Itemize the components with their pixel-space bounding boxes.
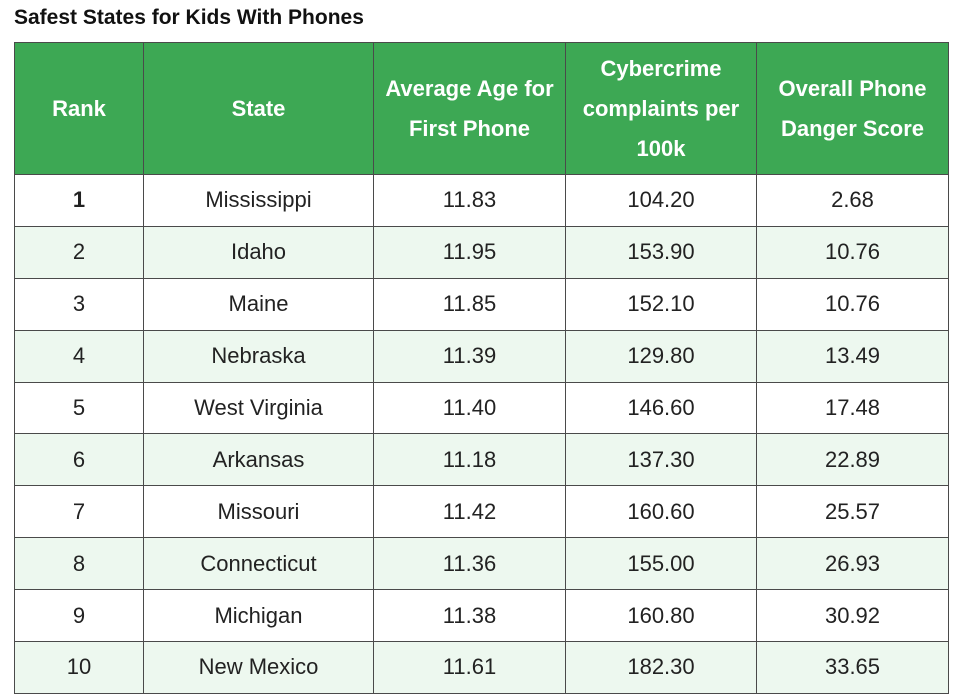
- table-cell: Missouri: [143, 485, 374, 539]
- table-title: Safest States for Kids With Phones: [14, 6, 364, 29]
- header-row: Rank State Average Age for First Phone Cybe…: [14, 42, 949, 175]
- table-cell: 33.65: [756, 641, 949, 694]
- table-body: 1 Mississippi 11.83 104.20 2.68 2 Idaho 11.95 15…: [14, 174, 949, 694]
- table-row: 4 Nebraska 11.39 129.80 13.49: [14, 329, 949, 383]
- table-cell: 155.00: [565, 537, 757, 591]
- table-cell: 1: [14, 174, 144, 227]
- table-cell: 13.49: [756, 329, 949, 383]
- table-cell: 3: [14, 277, 144, 331]
- table-cell: New Mexico: [143, 641, 374, 694]
- table-cell: 104.20: [565, 174, 757, 227]
- table-row: 6 Arkansas 11.18 137.30 22.89: [14, 433, 949, 487]
- table-cell: 129.80: [565, 329, 757, 383]
- table-row: 5 West Virginia 11.40 146.60 17.48: [14, 381, 949, 435]
- table-row: 8 Connecticut 11.36 155.00 26.93: [14, 537, 949, 591]
- table-cell: Nebraska: [143, 329, 374, 383]
- header-cell: Cybercrime complaints per 100k: [565, 42, 757, 175]
- header-cell: Overall Phone Danger Score: [756, 42, 949, 175]
- table-row: 7 Missouri 11.42 160.60 25.57: [14, 485, 949, 539]
- data-table: Rank State Average Age for First Phone Cybe…: [14, 42, 949, 694]
- table-cell: 30.92: [756, 589, 949, 643]
- table-cell: 11.83: [373, 174, 566, 227]
- table-cell: 10: [14, 641, 144, 694]
- table-cell: 26.93: [756, 537, 949, 591]
- table-cell: 146.60: [565, 381, 757, 435]
- header-cell: Average Age for First Phone: [373, 42, 566, 175]
- table-cell: 137.30: [565, 433, 757, 487]
- table-row: 2 Idaho 11.95 153.90 10.76: [14, 225, 949, 279]
- table-cell: Mississippi: [143, 174, 374, 227]
- table-cell: 11.61: [373, 641, 566, 694]
- table-row: 10 New Mexico 11.61 182.30 33.65: [14, 641, 949, 694]
- table-cell: 25.57: [756, 485, 949, 539]
- table-cell: 8: [14, 537, 144, 591]
- table-cell: 182.30: [565, 641, 757, 694]
- table-cell: 11.40: [373, 381, 566, 435]
- table-cell: 160.80: [565, 589, 757, 643]
- table-cell: Maine: [143, 277, 374, 331]
- table-cell: 11.36: [373, 537, 566, 591]
- table-cell: 10.76: [756, 225, 949, 279]
- table-cell: 11.39: [373, 329, 566, 383]
- table-row: 9 Michigan 11.38 160.80 30.92: [14, 589, 949, 643]
- header-cell: Rank: [14, 42, 144, 175]
- table-cell: 11.85: [373, 277, 566, 331]
- table-cell: West Virginia: [143, 381, 374, 435]
- table-cell: 22.89: [756, 433, 949, 487]
- table-cell: Arkansas: [143, 433, 374, 487]
- table-cell: 11.18: [373, 433, 566, 487]
- table-cell: 17.48: [756, 381, 949, 435]
- table-cell: 5: [14, 381, 144, 435]
- table-cell: Connecticut: [143, 537, 374, 591]
- table-cell: Idaho: [143, 225, 374, 279]
- table-row: 1 Mississippi 11.83 104.20 2.68: [14, 174, 949, 227]
- table-cell: 2: [14, 225, 144, 279]
- table-cell: 11.42: [373, 485, 566, 539]
- table-cell: 10.76: [756, 277, 949, 331]
- table-cell: 11.95: [373, 225, 566, 279]
- table-cell: 153.90: [565, 225, 757, 279]
- table-cell: 9: [14, 589, 144, 643]
- table-cell: 152.10: [565, 277, 757, 331]
- table-cell: Michigan: [143, 589, 374, 643]
- table-cell: 4: [14, 329, 144, 383]
- table-cell: 11.38: [373, 589, 566, 643]
- table-cell: 160.60: [565, 485, 757, 539]
- table-cell: 2.68: [756, 174, 949, 227]
- header-cell: State: [143, 42, 374, 175]
- table-cell: 6: [14, 433, 144, 487]
- table-cell: 7: [14, 485, 144, 539]
- table-row: 3 Maine 11.85 152.10 10.76: [14, 277, 949, 331]
